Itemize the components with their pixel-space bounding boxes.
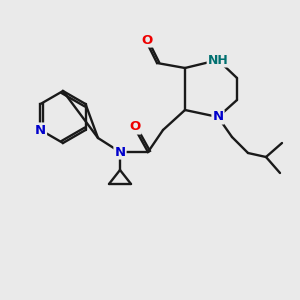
Text: N: N <box>35 124 46 136</box>
Text: O: O <box>129 121 141 134</box>
Text: N: N <box>114 146 126 158</box>
Text: NH: NH <box>208 53 228 67</box>
Text: N: N <box>212 110 224 124</box>
Text: O: O <box>141 34 153 46</box>
